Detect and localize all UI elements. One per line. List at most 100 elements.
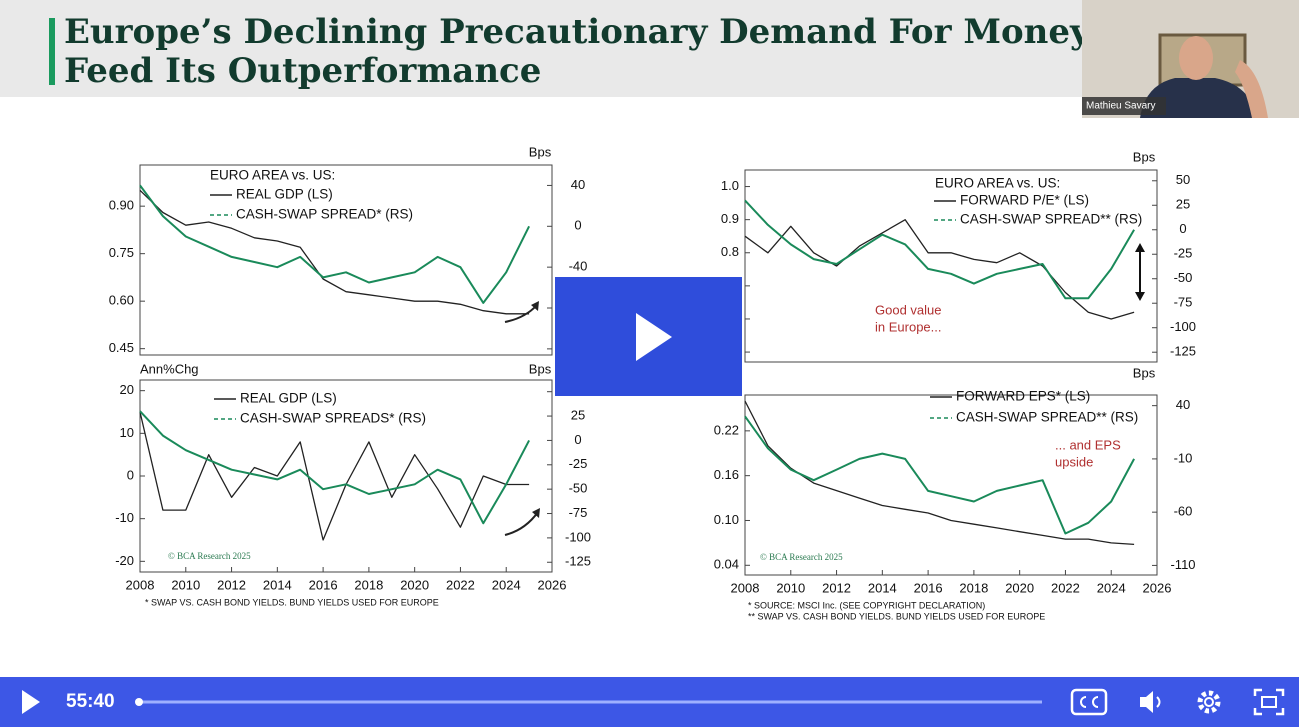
- x-tick-label: 2012: [217, 577, 246, 592]
- y-tick-label: 0.9: [721, 211, 739, 226]
- x-tick-label: 2018: [959, 580, 988, 595]
- arrow: [504, 511, 539, 536]
- annotation: in Europe...: [875, 319, 942, 334]
- play-icon: [636, 313, 672, 361]
- fullscreen-button[interactable]: [1253, 688, 1285, 716]
- footnote: * SOURCE: MSCI Inc. (SEE COPYRIGHT DECLA…: [748, 600, 985, 610]
- progress-knob[interactable]: [135, 698, 143, 706]
- series-line: [744, 400, 1135, 546]
- y2-tick-label: -110: [1170, 557, 1195, 572]
- person-hand: [1235, 60, 1268, 118]
- person-head: [1179, 36, 1213, 80]
- y2-tick-label: -100: [1170, 319, 1196, 334]
- y2-tick-label: 0: [574, 218, 581, 233]
- legend-title: EURO AREA vs. US:: [935, 176, 1060, 191]
- cc-glyph: [1080, 696, 1099, 708]
- plot-frame: [139, 164, 553, 356]
- y2-tick-label: 40: [1176, 397, 1190, 412]
- y-tick-label: 20: [120, 382, 134, 397]
- chart: 0.22 0.16 0.10 0.04 40 -10 -60 -110 2008 2010 2012…: [714, 365, 1196, 621]
- y2-tick-label: -10: [1174, 450, 1193, 465]
- x-tick-label: 2016: [309, 577, 338, 592]
- y2-tick-label: -40: [569, 259, 588, 274]
- y2-tick-label: 40: [571, 177, 585, 192]
- x-tick-label: 2016: [914, 580, 943, 595]
- right-axis-label: Bps: [529, 361, 552, 376]
- x-tick-label: 2026: [538, 577, 567, 592]
- arrow-head: [531, 301, 539, 311]
- y-tick-label: 0.8: [721, 244, 739, 259]
- y2-tick-label: 25: [1176, 197, 1190, 212]
- annotation: ... and EPS: [1055, 437, 1121, 452]
- legend-label: CASH-SWAP SPREAD** (RS): [960, 212, 1142, 227]
- x-tick-label: 2024: [1097, 580, 1126, 595]
- slide-title: Europe’s Declining Precautionary Demand …: [64, 12, 1141, 52]
- play-control[interactable]: [22, 690, 40, 714]
- legend-label: CASH-SWAP SPREADS* (RS): [240, 411, 426, 426]
- y2-tick-label: 0: [1179, 221, 1186, 236]
- x-tick-label: 2020: [400, 577, 429, 592]
- y-tick-label: -20: [115, 553, 134, 568]
- footnote: ** SWAP VS. CASH BOND YIELDS. BUND YIELD…: [748, 611, 1045, 621]
- y-tick-label: 10: [120, 425, 134, 440]
- play-overlay[interactable]: [555, 277, 742, 396]
- x-tick-label: 2012: [822, 580, 851, 595]
- title-accent: [49, 18, 55, 85]
- y2-tick-label: 25: [571, 407, 585, 422]
- legend-title: EURO AREA vs. US:: [210, 168, 335, 183]
- legend-label: REAL GDP (LS): [240, 391, 337, 406]
- arrow-head: [532, 508, 540, 518]
- x-tick-label: 2014: [868, 580, 897, 595]
- x-tick-label: 2018: [354, 577, 383, 592]
- volume-button[interactable]: [1140, 691, 1153, 713]
- right-axis-label: Bps: [1133, 365, 1156, 380]
- volume-wave: [1156, 696, 1161, 708]
- y2-tick-label: -50: [1174, 270, 1193, 285]
- x-tick-label: 2026: [1143, 580, 1172, 595]
- y2-tick-label: -100: [565, 529, 591, 544]
- series-line: [139, 184, 530, 304]
- y2-tick-label: -50: [569, 481, 588, 496]
- y2-tick-label: -125: [565, 554, 591, 569]
- y-tick-label: 0.90: [109, 198, 134, 213]
- settings-center: [1204, 697, 1214, 707]
- fullscreen-glyph: [1261, 696, 1277, 708]
- series-line: [139, 189, 530, 315]
- y-tick-label: 0.10: [714, 512, 739, 527]
- x-tick-label: 2020: [1005, 580, 1034, 595]
- legend-label: FORWARD EPS* (LS): [956, 389, 1090, 404]
- y-tick-label: 0: [127, 467, 134, 482]
- y2-tick-label: -75: [569, 505, 588, 520]
- series-line: [139, 410, 530, 525]
- source: © BCA Research 2025: [760, 552, 843, 562]
- series-line: [744, 415, 1135, 535]
- y2-tick-label: -75: [1174, 295, 1193, 310]
- x-tick-label: 2008: [731, 580, 760, 595]
- x-tick-label: 2010: [776, 580, 805, 595]
- y2-tick-label: -125: [1170, 344, 1196, 359]
- y2-tick-label: 50: [1176, 172, 1190, 187]
- x-tick-label: 2022: [446, 577, 475, 592]
- y2-tick-label: -60: [1174, 504, 1193, 519]
- legend-label: CASH-SWAP SPREAD** (RS): [956, 410, 1138, 425]
- x-tick-label: 2024: [492, 577, 521, 592]
- slide-title: Feed Its Outperformance: [64, 51, 541, 91]
- plot-frame: [744, 169, 1158, 363]
- legend-label: CASH-SWAP SPREAD* (RS): [236, 207, 413, 222]
- name-tag: [1082, 97, 1166, 115]
- series-line: [139, 411, 530, 541]
- settings-button[interactable]: [1197, 690, 1221, 714]
- plot-frame: [139, 379, 553, 573]
- x-tick-label: 2022: [1051, 580, 1080, 595]
- annotation: upside: [1055, 454, 1093, 469]
- person-body: [1140, 78, 1258, 118]
- time: 55:40: [66, 691, 115, 712]
- series-line: [744, 199, 1135, 300]
- right-axis-label: Bps: [1133, 149, 1156, 164]
- series-line: [744, 219, 1135, 320]
- y2-tick-label: -25: [1174, 246, 1193, 261]
- plot-frame: [744, 394, 1158, 576]
- captions-button[interactable]: [1070, 688, 1108, 716]
